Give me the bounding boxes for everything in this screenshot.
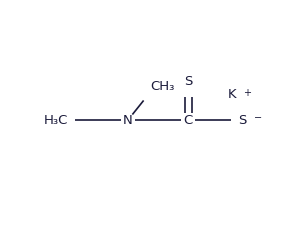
Text: H₃C: H₃C (44, 114, 68, 126)
Text: +: + (243, 88, 251, 98)
Text: K: K (228, 89, 237, 101)
Text: C: C (183, 114, 193, 126)
Text: S: S (184, 75, 192, 88)
Text: N: N (123, 114, 133, 126)
Text: CH₃: CH₃ (150, 80, 174, 93)
Text: −: − (254, 113, 262, 123)
Text: S: S (238, 114, 246, 126)
